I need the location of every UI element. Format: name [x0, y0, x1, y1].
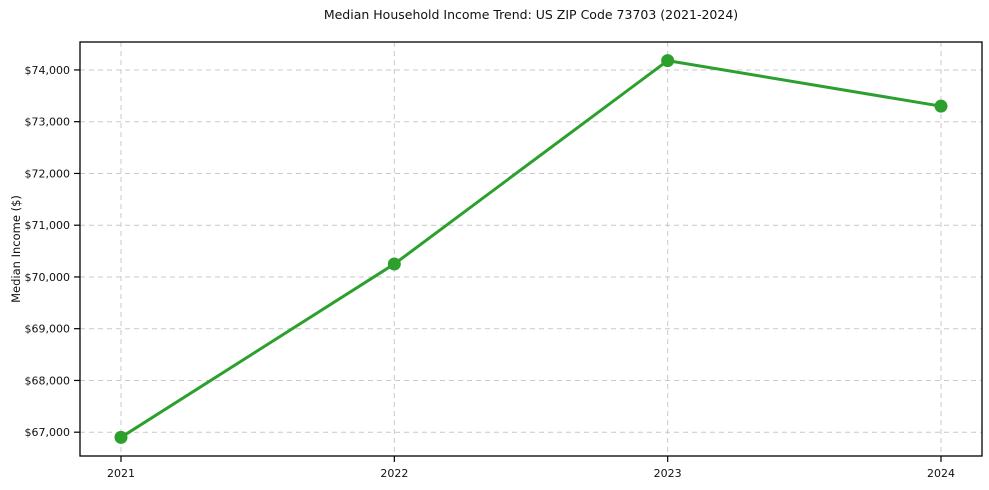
y-tick-label: $67,000 — [25, 426, 71, 439]
plot-border — [79, 41, 983, 457]
y-tick-label: $72,000 — [25, 167, 71, 180]
y-tick-label: $68,000 — [25, 374, 71, 387]
y-tick-label: $69,000 — [25, 323, 71, 336]
chart-title: Median Household Income Trend: US ZIP Co… — [323, 7, 739, 22]
data-point-marker — [661, 54, 675, 68]
y-tick-label: $73,000 — [25, 116, 71, 129]
y-tick-label: $70,000 — [25, 271, 71, 284]
x-tick-label: 2023 — [654, 467, 682, 480]
y-tick-label: $71,000 — [25, 219, 71, 232]
x-tick-label: 2024 — [927, 467, 955, 480]
data-point-marker — [387, 257, 401, 271]
data-point-marker — [934, 99, 948, 113]
trend-line — [119, 59, 943, 439]
data-point-marker — [114, 430, 128, 444]
x-tick-label: 2022 — [380, 467, 408, 480]
x-tick-label: 2021 — [107, 467, 135, 480]
y-tick-label: $74,000 — [25, 64, 71, 77]
